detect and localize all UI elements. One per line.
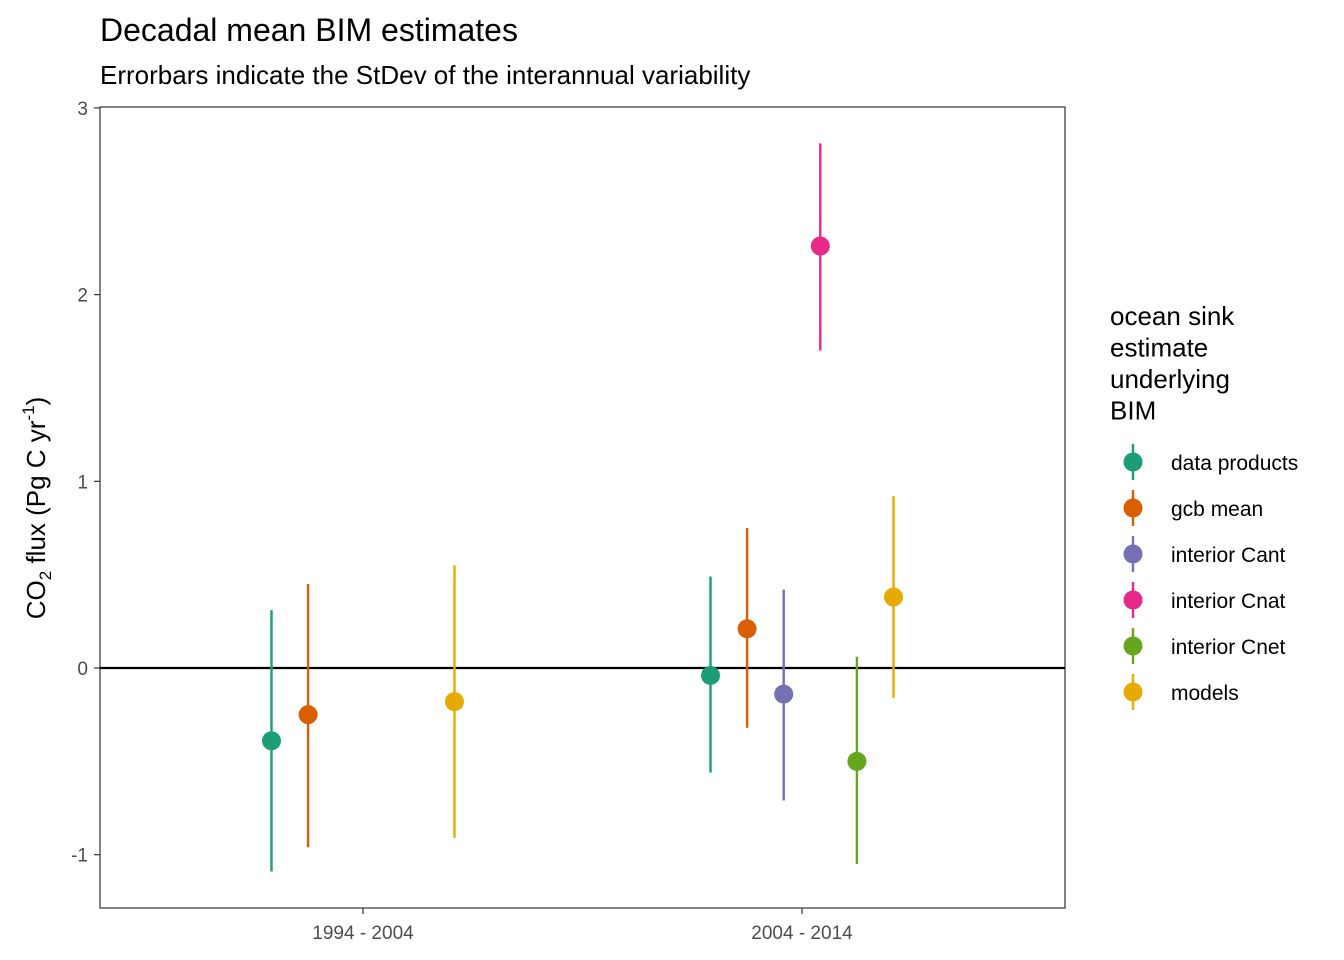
data-point [445, 692, 464, 712]
legend-key-point [1123, 682, 1143, 702]
chart-title: Decadal mean BIM estimates [100, 12, 518, 48]
legend-label: interior Cnet [1171, 636, 1286, 659]
legend-title: ocean sink [1110, 301, 1235, 331]
legend-title: BIM [1110, 396, 1156, 426]
legend-label: models [1171, 682, 1239, 705]
y-axis-title: CO2 flux (Pg C yr-1) [19, 397, 55, 620]
legend-label: gcb mean [1171, 498, 1263, 521]
legend-label: interior Cant [1171, 544, 1286, 567]
y-tick-label: -1 [71, 846, 88, 867]
legend-key-point [1123, 498, 1143, 518]
y-tick-label: 0 [77, 659, 88, 680]
plot-panel [99, 106, 1066, 909]
plot-border [99, 106, 1066, 909]
y-tick-label: 1 [77, 472, 88, 493]
legend-label: data products [1171, 452, 1298, 475]
data-point [701, 665, 720, 685]
data-point [298, 705, 318, 725]
legend-title: estimate [1110, 333, 1208, 363]
legend-key-point [1123, 590, 1143, 610]
data-point [810, 236, 830, 256]
x-tick-label: 2004 - 2014 [751, 923, 853, 944]
legend-title: underlying [1110, 364, 1230, 394]
legend-key-point [1123, 452, 1143, 472]
y-tick-label: 3 [77, 99, 88, 120]
legend-label: interior Cnat [1171, 590, 1286, 613]
y-axis: -1 0 1 2 3 [71, 99, 100, 867]
data-point [884, 587, 903, 607]
data-point [737, 619, 757, 639]
chart-subtitle: Errorbars indicate the StDev of the inte… [100, 60, 750, 90]
data-point [774, 684, 794, 704]
legend-key-point [1123, 544, 1143, 564]
data-point [847, 751, 867, 771]
y-tick-label: 2 [77, 286, 88, 307]
data-point [262, 731, 281, 751]
x-tick-label: 1994 - 2004 [312, 923, 414, 944]
x-axis: 1994 - 2004 2004 - 2014 [312, 908, 853, 944]
legend-key-point [1123, 636, 1143, 656]
